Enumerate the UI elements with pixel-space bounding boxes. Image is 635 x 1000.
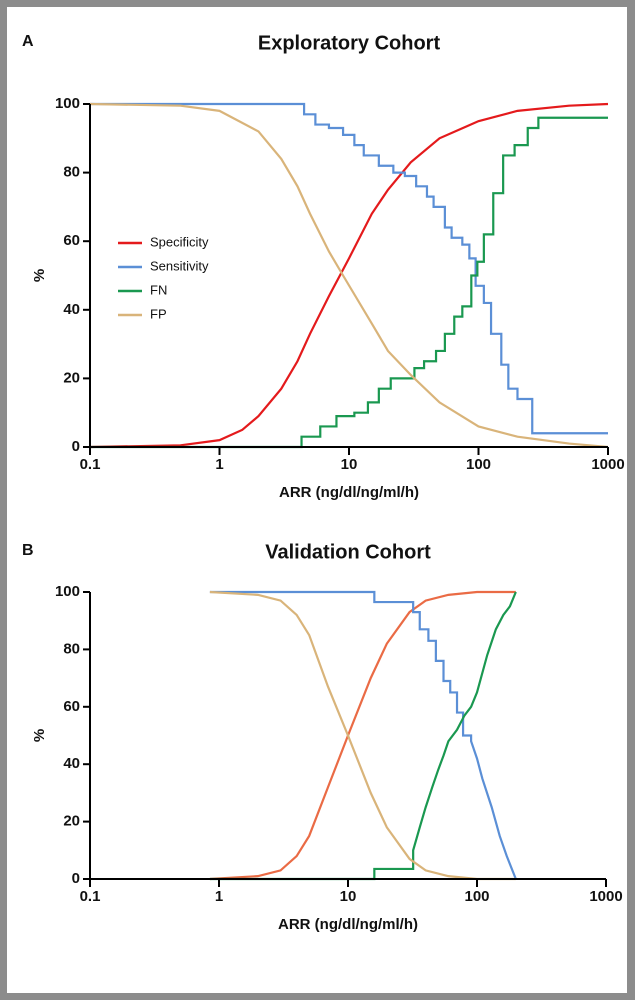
y-tick-label: 80 [63,164,80,181]
x-tick-label: 1000 [591,456,624,473]
y-tick-label: 100 [55,95,80,112]
x-tick-label: 1000 [589,888,622,905]
legend-label: FN [150,282,167,297]
series-line [209,590,516,881]
y-tick-label: 0 [72,870,80,887]
y-axis-label: % [31,729,48,742]
x-tick-label: 10 [341,456,358,473]
y-tick-label: 40 [63,301,80,318]
y-tick-label: 0 [72,438,80,455]
series-line [89,102,609,449]
x-tick-label: 1 [215,456,223,473]
x-tick-label: 0.1 [80,888,101,905]
x-tick-label: 100 [466,456,491,473]
chart-title: Validation Cohort [265,541,431,563]
panel-label: B [22,542,34,559]
series-line [209,590,516,881]
chart-title: Exploratory Cohort [258,32,441,54]
series-line [89,102,609,449]
y-tick-label: 20 [63,813,80,830]
y-tick-label: 80 [63,640,80,657]
panel-label: A [22,33,34,50]
x-tick-label: 1 [215,888,223,905]
x-tick-label: 10 [340,888,357,905]
y-tick-label: 60 [63,698,80,715]
x-tick-label: 100 [464,888,489,905]
y-tick-label: 40 [63,755,80,772]
legend-label: Specificity [150,234,209,249]
series-line [209,590,517,880]
x-axis-label: ARR (ng/dl/ng/ml/h) [278,916,418,933]
y-tick-label: 20 [63,369,80,386]
y-tick-label: 100 [55,583,80,600]
y-tick-label: 60 [63,232,80,249]
legend-label: Sensitivity [150,258,209,273]
legend-label: FP [150,306,167,321]
y-axis-label: % [31,269,48,282]
series-line [209,591,517,881]
x-axis-label: ARR (ng/dl/ng/ml/h) [279,484,419,501]
series-line [90,102,608,435]
series-line [90,116,608,449]
x-tick-label: 0.1 [80,456,101,473]
